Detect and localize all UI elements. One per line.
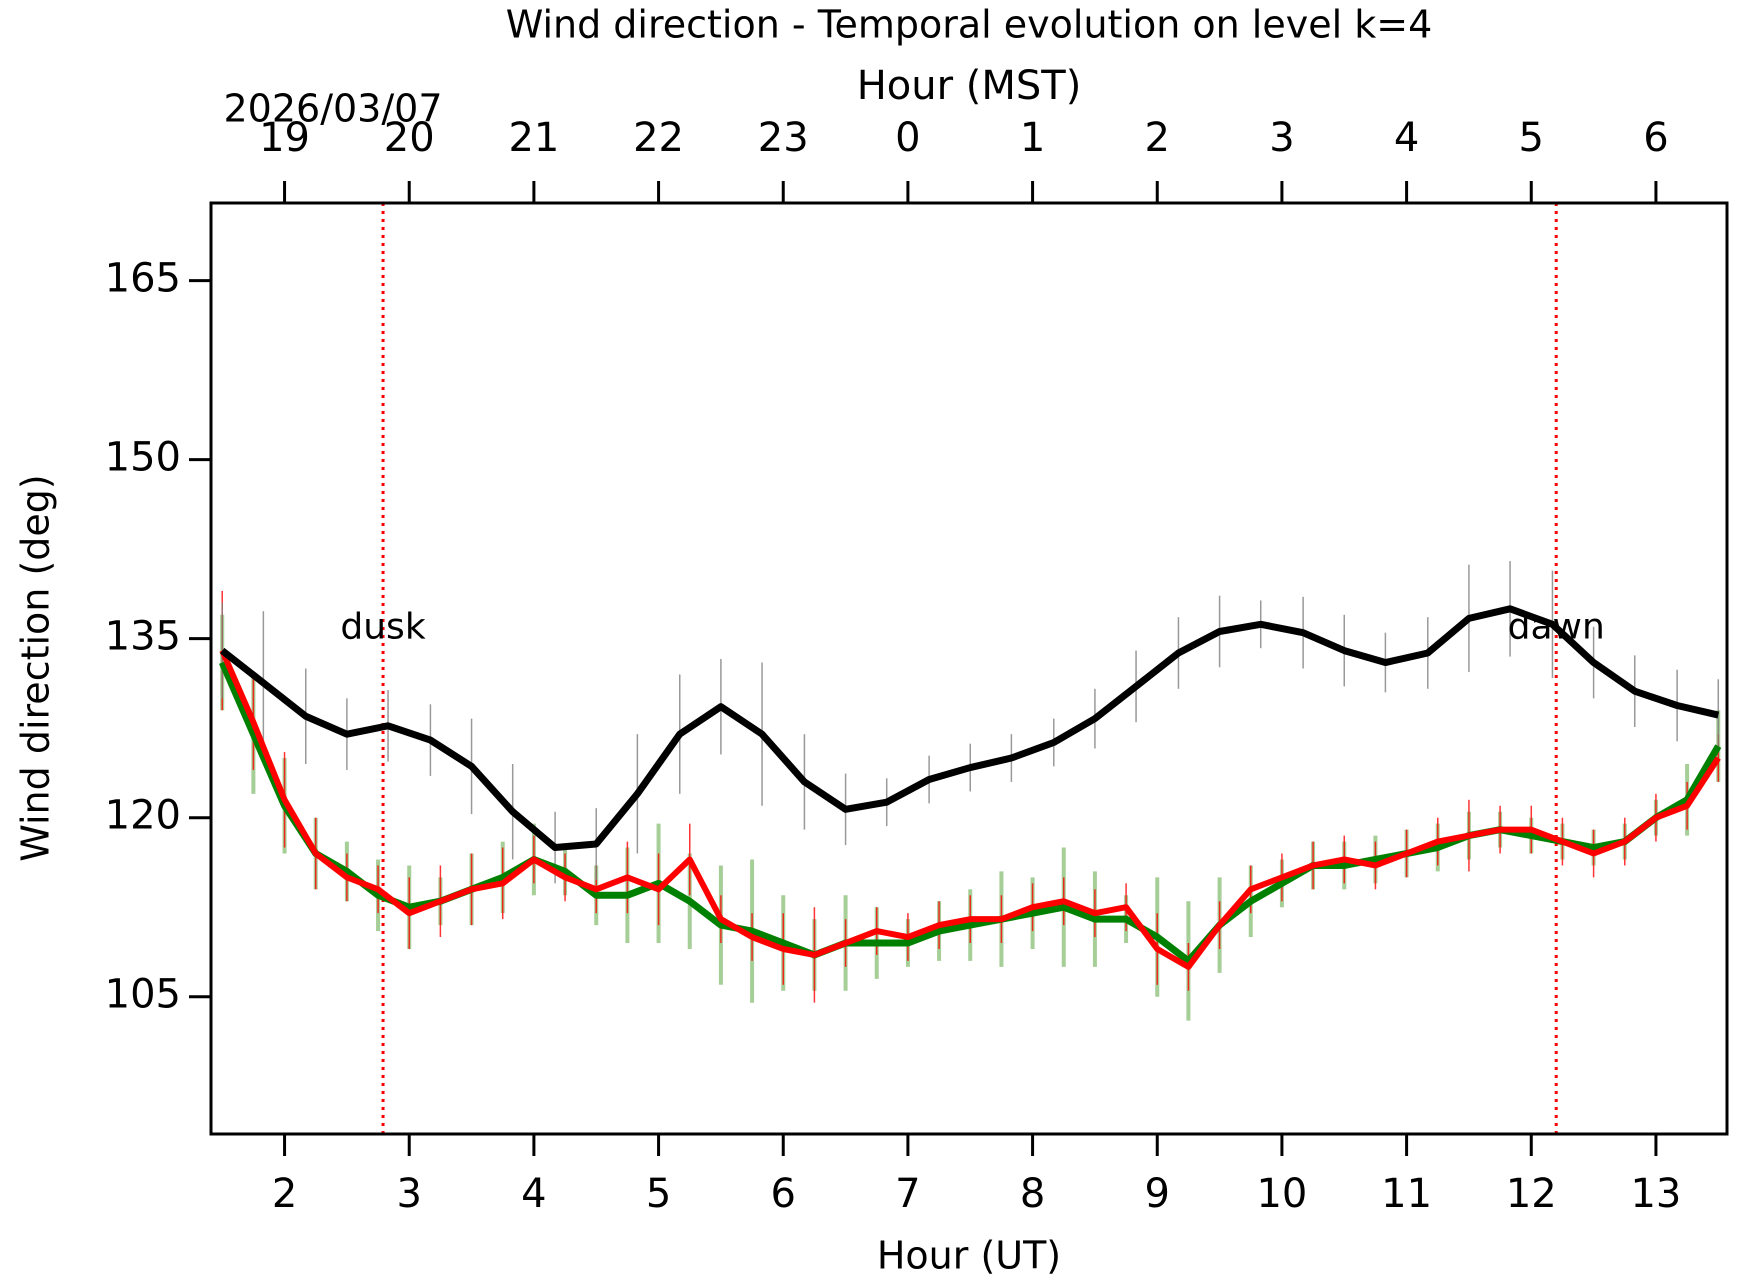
x-tick-label: 12 bbox=[1506, 1171, 1557, 1217]
event-label: dawn bbox=[1508, 606, 1605, 647]
y-tick-label: 165 bbox=[105, 256, 181, 302]
x2-tick-label: 21 bbox=[508, 115, 559, 161]
x2-tick-label: 22 bbox=[633, 115, 684, 161]
x2-tick-label: 3 bbox=[1269, 115, 1294, 161]
x2-tick-label: 20 bbox=[384, 115, 435, 161]
x-tick-label: 10 bbox=[1256, 1171, 1307, 1217]
x2-tick-label: 0 bbox=[895, 115, 920, 161]
plot-frame bbox=[209, 201, 1729, 1136]
date-label: 2026/03/07 bbox=[223, 87, 442, 131]
x-tick-label: 2 bbox=[272, 1171, 297, 1217]
x2-tick-label: 6 bbox=[1643, 115, 1668, 161]
x2-tick-label: 1 bbox=[1020, 115, 1045, 161]
plot-area bbox=[219, 203, 1722, 1134]
x-tick-label: 9 bbox=[1145, 1171, 1170, 1217]
x2-tick-label: 19 bbox=[259, 115, 310, 161]
series-line bbox=[220, 605, 1720, 852]
y-axis-label: Wind direction (deg) bbox=[14, 474, 58, 861]
x2-axis-label: Hour (MST) bbox=[857, 63, 1082, 109]
y-tick-label: 135 bbox=[105, 614, 181, 660]
x-tick-label: 5 bbox=[646, 1171, 671, 1217]
x2-tick-label: 23 bbox=[758, 115, 809, 161]
x-tick-label: 4 bbox=[521, 1171, 546, 1217]
y-tick-label: 150 bbox=[105, 435, 181, 481]
x-tick-label: 6 bbox=[771, 1171, 796, 1217]
x2-tick-label: 5 bbox=[1519, 115, 1544, 161]
x2-tick-label: 4 bbox=[1394, 115, 1419, 161]
event-label: dusk bbox=[340, 606, 425, 647]
x-tick-label: 11 bbox=[1381, 1171, 1432, 1217]
y-tick-label: 105 bbox=[105, 972, 181, 1018]
x-tick-label: 7 bbox=[895, 1171, 920, 1217]
series-line bbox=[219, 649, 1721, 970]
x2-tick-label: 2 bbox=[1145, 115, 1170, 161]
y-tick-label: 120 bbox=[105, 793, 181, 839]
x-tick-label: 3 bbox=[397, 1171, 422, 1217]
chart-title: Wind direction - Temporal evolution on l… bbox=[506, 3, 1433, 47]
x-tick-label: 8 bbox=[1020, 1171, 1045, 1217]
x-tick-label: 13 bbox=[1630, 1171, 1681, 1217]
x-axis-label: Hour (UT) bbox=[877, 1234, 1061, 1278]
